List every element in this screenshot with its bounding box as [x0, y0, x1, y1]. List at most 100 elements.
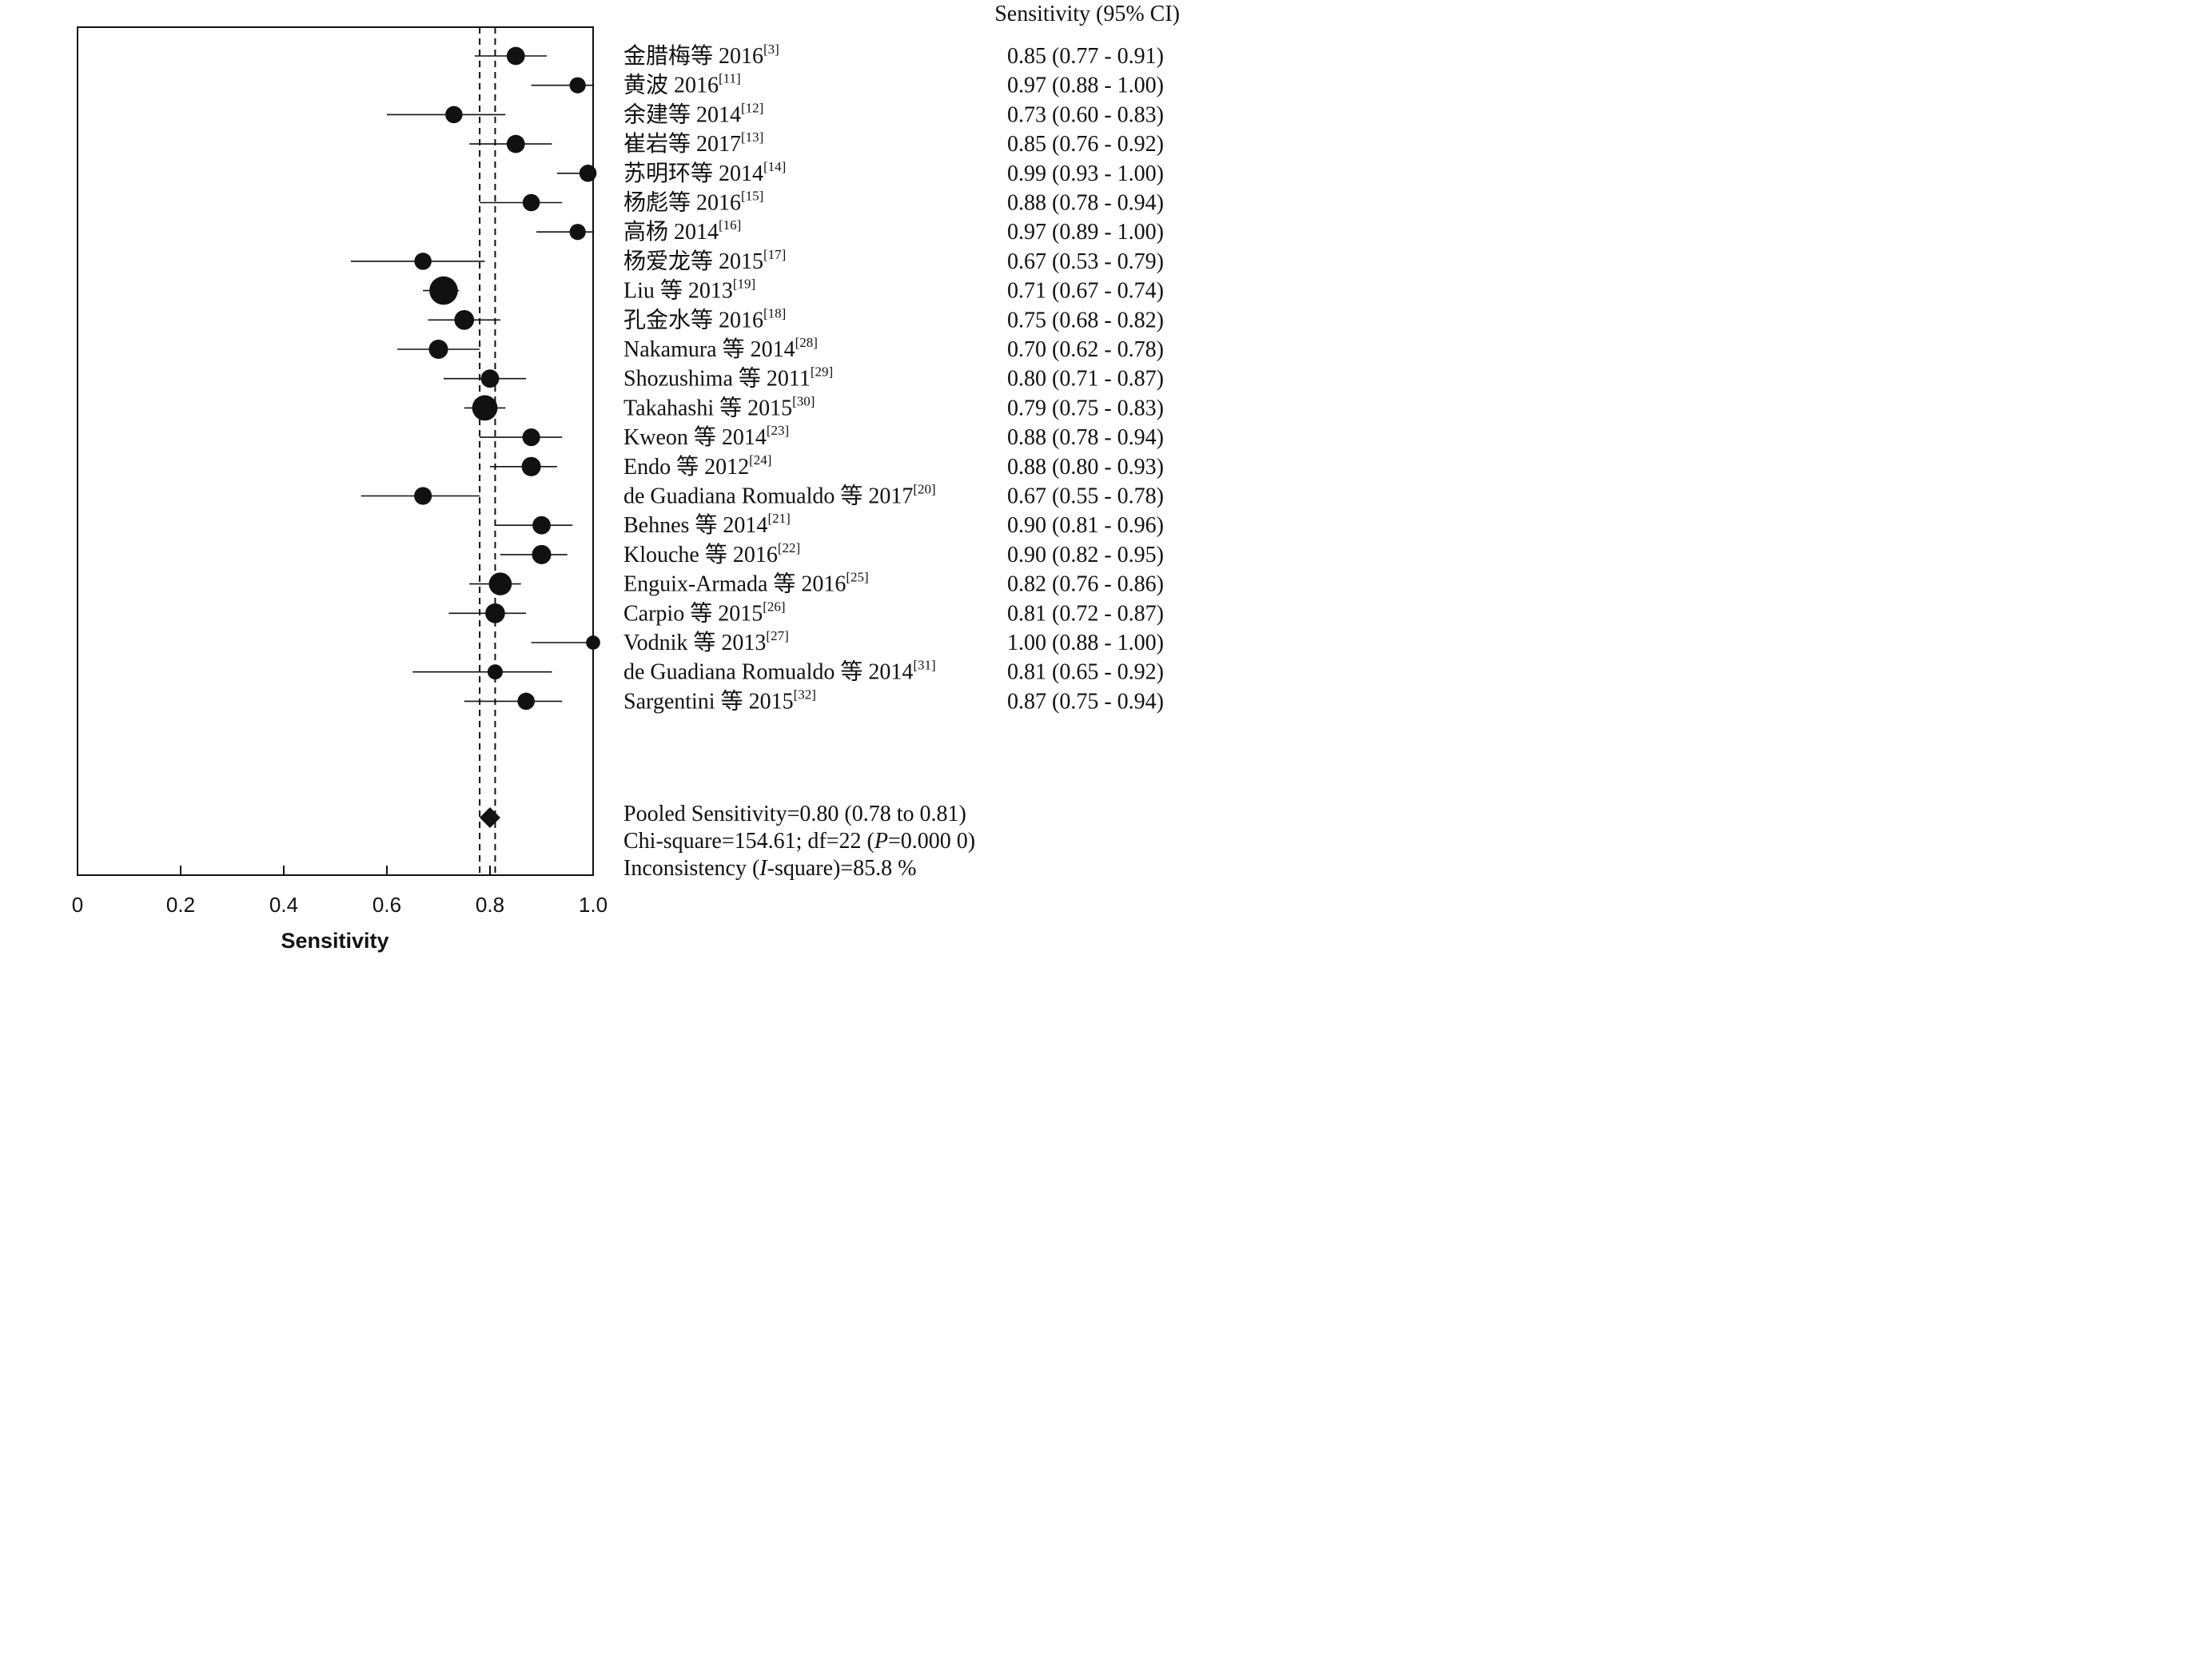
- study-point: [454, 309, 475, 330]
- study-name: 黄波 2016: [623, 73, 719, 98]
- study-ci-text: 0.87 (0.75 - 0.94): [1007, 689, 1164, 714]
- study-name: Takahashi 等 2015: [623, 395, 792, 420]
- ci-column-header: Sensitivity (95% CI): [994, 2, 1180, 26]
- study-reference: [18]: [763, 305, 786, 320]
- x-tick-label: 1.0: [579, 893, 608, 917]
- study-reference: [12]: [741, 100, 763, 115]
- study-ci-text: 0.75 (0.68 - 0.82): [1007, 308, 1164, 332]
- study-point: [517, 692, 535, 711]
- study-reference: [30]: [792, 393, 815, 408]
- study-ci-text: 0.67 (0.55 - 0.78): [1007, 484, 1164, 509]
- ci-lines-layer: [350, 55, 593, 703]
- study-ci-text: 0.97 (0.88 - 1.00): [1007, 74, 1164, 98]
- study-point: [485, 603, 505, 623]
- plot-frame: [77, 26, 594, 876]
- study-point: [445, 105, 463, 124]
- study-point: [569, 224, 586, 241]
- inconsistency-prefix: Inconsistency (: [623, 856, 759, 881]
- study-name: Enguix-Armada 等 2016: [623, 571, 846, 597]
- study-ci-text: 0.88 (0.80 - 0.93): [1007, 455, 1164, 480]
- study-ci-text: 0.85 (0.76 - 0.92): [1007, 132, 1164, 157]
- study-ci-text: 0.81 (0.72 - 0.87): [1007, 601, 1164, 626]
- study-label: 杨爱龙等 2015[17]: [623, 247, 786, 274]
- study-label: 崔岩等 2017[13]: [623, 129, 763, 157]
- study-name: Klouche 等 2016: [623, 542, 778, 567]
- study-name: 金腊梅等 2016: [623, 43, 763, 69]
- study-name: 余建等 2014: [623, 102, 741, 127]
- study-name: Behnes 等 2014: [623, 512, 767, 538]
- x-axis-title: Sensitivity: [281, 929, 388, 953]
- x-tick-label: 0: [72, 893, 83, 917]
- x-tick-label: 0.6: [372, 893, 401, 917]
- study-point: [488, 572, 512, 595]
- study-point: [480, 369, 500, 388]
- study-name: 苏明环等 2014: [623, 161, 763, 186]
- study-point: [487, 664, 503, 680]
- study-label: 余建等 2014[12]: [623, 100, 763, 127]
- study-ci-text: 0.67 (0.53 - 0.79): [1007, 249, 1164, 274]
- study-reference: [11]: [719, 71, 741, 86]
- study-labels-layer: 金腊梅等 2016[3]黄波 2016[11]余建等 2014[12]崔岩等 2…: [623, 42, 936, 714]
- study-reference: [25]: [846, 570, 868, 585]
- study-ci-text: 0.90 (0.82 - 0.95): [1007, 543, 1164, 567]
- study-ci-text: 0.71 (0.67 - 0.74): [1007, 279, 1164, 304]
- study-name: 杨彪等 2016: [623, 190, 741, 216]
- study-label: 金腊梅等 2016[3]: [623, 42, 779, 69]
- study-point: [579, 165, 597, 182]
- chi-square-text: Chi-square=154.61; df=22 (P=0.000 0): [623, 829, 975, 854]
- study-ci-text: 0.82 (0.76 - 0.86): [1007, 572, 1164, 597]
- study-name: Endo 等 2012: [623, 454, 749, 480]
- study-label: 高杨 2014[16]: [623, 217, 741, 245]
- study-ci-text: 0.70 (0.62 - 0.78): [1007, 337, 1164, 362]
- study-point: [414, 487, 432, 505]
- study-point: [522, 193, 540, 212]
- study-name: de Guadiana Romualdo 等 2014: [623, 659, 913, 685]
- study-reference: [28]: [795, 335, 818, 350]
- study-label: de Guadiana Romualdo 等 2017[20]: [623, 482, 936, 509]
- study-ci-text: 1.00 (0.88 - 1.00): [1007, 631, 1164, 655]
- study-point: [532, 516, 551, 535]
- study-label: 孔金水等 2016[18]: [623, 305, 786, 332]
- study-reference: [22]: [778, 540, 800, 555]
- study-reference: [3]: [763, 42, 779, 57]
- study-name: 杨爱龙等 2015: [623, 249, 763, 274]
- inconsistency-suffix: -square)=85.8 %: [767, 856, 917, 881]
- study-name: Liu 等 2013: [623, 278, 733, 304]
- study-label: Takahashi 等 2015[30]: [623, 393, 815, 420]
- study-ci-text: 0.73 (0.60 - 0.83): [1007, 102, 1164, 127]
- study-name: 孔金水等 2016: [623, 307, 763, 332]
- chi-square-suffix: =0.000 0): [888, 829, 975, 854]
- study-name: Shozushima 等 2011: [623, 366, 811, 392]
- study-reference: [29]: [811, 364, 833, 380]
- study-reference: [13]: [741, 129, 763, 145]
- pooled-diamond-layer: [480, 807, 500, 828]
- study-point: [506, 134, 525, 153]
- study-name: Nakamura 等 2014: [623, 336, 795, 362]
- study-point: [569, 77, 586, 94]
- study-label: Behnes 等 2014[21]: [623, 511, 791, 538]
- study-reference: [31]: [913, 658, 935, 673]
- study-ci-text: 0.88 (0.78 - 0.94): [1007, 425, 1164, 450]
- forest-plot: 0 0.2 0.4 0.6 0.8 1.0 Sensitivity Sensitivity…: [72, 2, 1180, 953]
- study-ci-text: 0.80 (0.71 - 0.87): [1007, 367, 1164, 392]
- study-label: de Guadiana Romualdo 等 2014[31]: [623, 658, 936, 685]
- x-tick-label: 0.2: [166, 893, 195, 917]
- pooled-diamond: [480, 807, 500, 828]
- study-point: [429, 276, 458, 305]
- study-label: Kweon 等 2014[23]: [623, 423, 789, 450]
- study-ci-text: 0.90 (0.81 - 0.96): [1007, 513, 1164, 538]
- study-label: Vodnik 等 2013[27]: [623, 628, 789, 655]
- study-point: [414, 253, 432, 270]
- study-point: [586, 635, 600, 650]
- study-point: [521, 456, 541, 476]
- study-label: 黄波 2016[11]: [623, 71, 741, 98]
- study-ci-text: 0.79 (0.75 - 0.83): [1007, 396, 1164, 420]
- ci-text-layer: 0.85 (0.77 - 0.91) 0.97 (0.88 - 1.00) 0.73…: [1007, 44, 1164, 714]
- study-reference: [21]: [767, 511, 790, 526]
- study-name: de Guadiana Romualdo 等 2017: [623, 484, 913, 509]
- study-point: [428, 339, 448, 360]
- pooled-sensitivity-text: Pooled Sensitivity=0.80 (0.78 to 0.81): [623, 802, 966, 826]
- study-reference: [20]: [913, 482, 935, 497]
- study-reference: [24]: [749, 452, 771, 468]
- inconsistency-i: I: [759, 856, 768, 881]
